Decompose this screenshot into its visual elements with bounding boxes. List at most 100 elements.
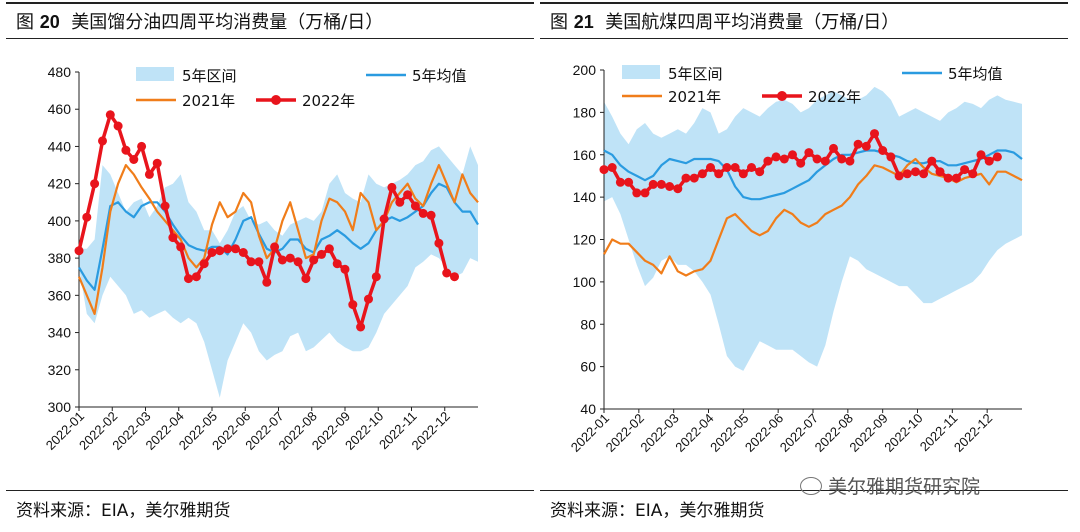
data-point	[371, 272, 381, 282]
data-point	[984, 156, 994, 166]
chart-title: 图 20 美国馏分油四周平均消费量（万桶/日）	[16, 12, 384, 33]
y-tick-label: 360	[48, 287, 72, 303]
x-tick-label: 2022-10	[881, 411, 925, 455]
y-tick-label: 80	[580, 316, 596, 332]
y-tick-label: 380	[48, 250, 72, 266]
data-point	[317, 249, 326, 259]
legend-swatch	[622, 65, 660, 79]
source-note: 资料来源：EIA，美尔雅期货	[16, 501, 231, 521]
data-point	[418, 208, 428, 218]
y-tick-label: 400	[48, 213, 72, 229]
data-point	[301, 274, 311, 284]
data-point	[870, 129, 879, 139]
data-point	[747, 163, 756, 172]
data-point	[845, 156, 855, 166]
data-point	[215, 246, 225, 256]
data-point	[410, 201, 420, 211]
y-tick-label: 120	[573, 232, 597, 248]
data-point	[665, 182, 675, 191]
data-point	[911, 167, 920, 177]
series-line	[77, 164, 479, 315]
data-point	[184, 274, 193, 284]
y-tick-label: 340	[48, 325, 72, 341]
data-point	[763, 156, 773, 166]
data-point	[324, 244, 334, 254]
data-point	[886, 152, 896, 162]
y-tick-label: 40	[580, 401, 596, 417]
data-point	[152, 158, 162, 168]
data-point	[788, 150, 797, 160]
data-point	[442, 268, 452, 278]
data-point	[285, 253, 295, 263]
data-point	[992, 152, 1002, 162]
data-point	[919, 169, 929, 179]
data-point	[356, 322, 366, 332]
watermark: 美尔雅期货研究院	[800, 472, 980, 499]
y-tick-label: 460	[48, 101, 72, 117]
data-point	[689, 173, 699, 183]
data-point	[607, 163, 617, 172]
data-point	[820, 156, 830, 166]
data-point	[105, 110, 115, 120]
data-point	[730, 163, 740, 172]
data-point	[238, 248, 248, 257]
data-point	[113, 121, 123, 131]
legend-label: 2022年	[302, 92, 355, 110]
data-point	[812, 154, 822, 164]
data-point	[231, 244, 240, 254]
data-point	[82, 212, 92, 222]
data-point	[254, 257, 264, 267]
data-point	[878, 146, 888, 155]
data-point	[364, 294, 373, 304]
data-point	[706, 163, 715, 172]
data-point	[121, 145, 131, 155]
data-point	[648, 179, 658, 189]
data-point	[434, 238, 444, 248]
series-line	[603, 149, 1023, 201]
data-point	[98, 136, 107, 146]
data-point	[160, 201, 170, 211]
legend-label: 5年均值	[412, 67, 467, 85]
y-tick-label: 180	[573, 104, 597, 120]
data-point	[176, 242, 186, 252]
data-point	[615, 177, 625, 187]
data-point	[755, 167, 765, 177]
legend-label: 2021年	[668, 88, 721, 106]
legend-label: 2022年	[808, 88, 861, 106]
range-band	[604, 86, 1022, 371]
data-point	[144, 169, 154, 179]
y-tick-label: 60	[580, 359, 596, 375]
data-point	[796, 158, 806, 168]
data-point	[927, 156, 937, 166]
legend-marker	[271, 95, 281, 105]
data-point	[722, 163, 732, 172]
legend-marker	[777, 91, 787, 101]
legend-label: 5年区间	[182, 67, 237, 85]
y-tick-label: 100	[573, 274, 597, 290]
data-point	[902, 169, 912, 179]
y-tick-label: 440	[48, 138, 72, 154]
data-point	[837, 154, 847, 164]
wechat-icon	[800, 477, 822, 495]
y-tick-label: 480	[48, 64, 72, 80]
data-point	[168, 233, 178, 243]
legend-swatch	[136, 67, 174, 81]
data-point	[74, 246, 84, 256]
chart-panel-right: 图 21 美国航煤四周平均消费量（万桶/日） 40 60 80 100 120 140 16…	[540, 0, 1068, 532]
y-tick-label: 200	[573, 62, 597, 78]
chart-plot-left: 3003203403603804004204404604802022-01202…	[43, 64, 479, 453]
data-point	[738, 169, 748, 179]
data-point	[90, 179, 100, 189]
chart-plot-right: 4060801001201401601802002022-012022-0220…	[568, 62, 1023, 455]
data-point	[853, 139, 863, 149]
data-point	[348, 300, 358, 310]
data-point	[199, 259, 209, 269]
range-band	[79, 146, 478, 398]
data-point	[395, 197, 405, 207]
y-tick-label: 320	[48, 362, 72, 378]
data-point	[656, 179, 666, 189]
data-point	[968, 169, 978, 179]
data-point	[697, 169, 707, 179]
data-point	[943, 173, 953, 183]
data-point	[976, 150, 986, 160]
